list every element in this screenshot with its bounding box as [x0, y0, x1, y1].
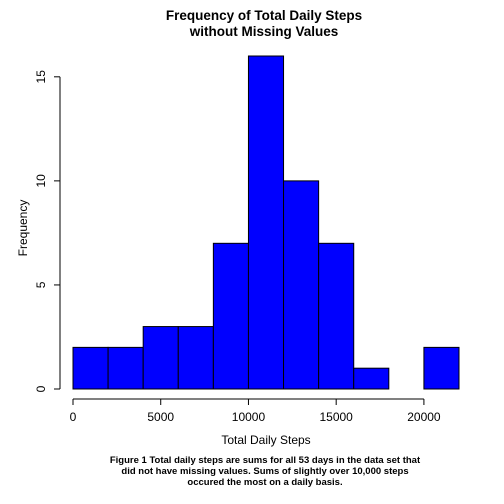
y-tick-label-0: 0: [34, 385, 48, 392]
caption-line-1: Figure 1 Total daily steps are sums for …: [109, 455, 421, 466]
y-tick-label-2: 10: [34, 174, 48, 188]
histogram-bar-3: [177, 326, 214, 390]
histogram-bar-1: [107, 346, 144, 390]
histogram-bar-4: [212, 242, 249, 390]
histogram-bar-5: [247, 55, 285, 390]
y-tick-label-3: 15: [34, 70, 48, 84]
y-axis: 0 5 10 15: [34, 70, 61, 392]
histogram-bar-7: [318, 242, 355, 390]
bars-group: [72, 55, 460, 390]
histogram-bar-0: [72, 346, 109, 390]
caption-line-2: did not have missing values. Sums of sli…: [121, 466, 409, 477]
histogram-bar-8: [353, 367, 390, 390]
x-tick-label-1: 5000: [147, 410, 174, 424]
x-tick-label-4: 20000: [407, 410, 441, 424]
x-tick-label-2: 10000: [232, 410, 266, 424]
y-tick-label-1: 5: [34, 281, 48, 288]
figure-caption: Figure 1 Total daily steps are sums for …: [60, 455, 470, 488]
histogram-bar-6: [283, 180, 320, 390]
y-axis-title: Frequency: [16, 200, 30, 257]
histogram-bar-10: [423, 346, 460, 390]
x-tick-label-3: 15000: [319, 410, 353, 424]
x-tick-label-0: 0: [70, 410, 77, 424]
chart-title-line-1: Frequency of Total Daily Steps: [166, 8, 362, 23]
chart-title-line-2: without Missing Values: [189, 24, 339, 39]
x-axis-title: Total Daily Steps: [221, 433, 310, 447]
caption-line-3: occured the most on a daily basis.: [187, 477, 343, 488]
x-axis: 0 5000 10000 15000 20000: [70, 398, 441, 424]
histogram-bar-2: [142, 326, 179, 390]
